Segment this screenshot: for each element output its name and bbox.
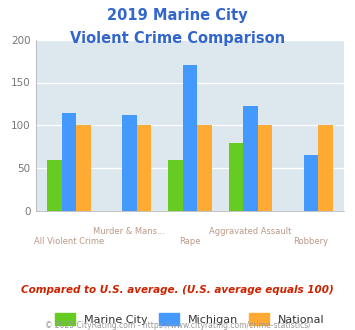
Text: Compared to U.S. average. (U.S. average equals 100): Compared to U.S. average. (U.S. average …: [21, 285, 334, 295]
Bar: [183, 65, 197, 211]
Bar: [61, 113, 76, 211]
Text: 2019 Marine City: 2019 Marine City: [107, 8, 248, 23]
Text: Rape: Rape: [179, 237, 201, 246]
Bar: [122, 115, 137, 211]
Bar: [318, 125, 333, 211]
Bar: [47, 160, 61, 211]
Text: © 2025 CityRating.com - https://www.cityrating.com/crime-statistics/: © 2025 CityRating.com - https://www.city…: [45, 321, 310, 330]
Text: Aggravated Assault: Aggravated Assault: [209, 227, 292, 236]
Text: Murder & Mans...: Murder & Mans...: [93, 227, 165, 236]
Bar: [168, 160, 183, 211]
Text: Violent Crime Comparison: Violent Crime Comparison: [70, 31, 285, 46]
Bar: [197, 125, 212, 211]
Text: Robbery: Robbery: [294, 237, 329, 246]
Bar: [137, 125, 151, 211]
Bar: [229, 143, 243, 211]
Legend: Marine City, Michigan, National: Marine City, Michigan, National: [51, 309, 329, 329]
Text: All Violent Crime: All Violent Crime: [34, 237, 104, 246]
Bar: [304, 155, 318, 211]
Bar: [243, 106, 258, 211]
Bar: [76, 125, 91, 211]
Bar: [258, 125, 272, 211]
